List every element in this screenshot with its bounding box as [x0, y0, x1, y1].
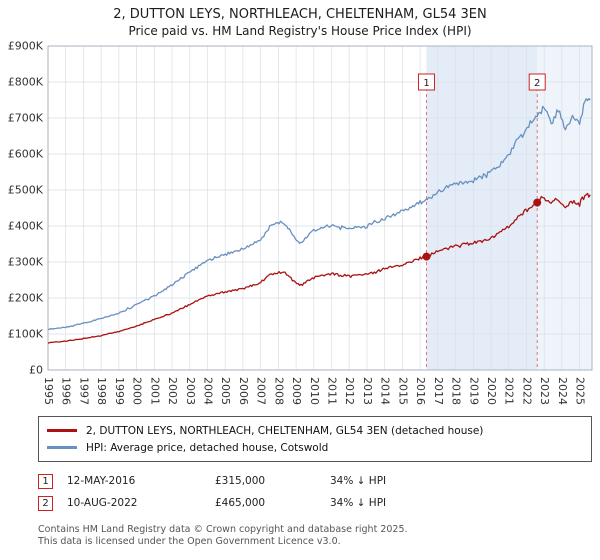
sale-marker-box-1: [418, 73, 435, 91]
y-axis-tick-label: £600K: [8, 148, 44, 161]
shaded-region-after-sale-2: [537, 46, 592, 370]
y-axis-tick-label: £300K: [8, 256, 44, 269]
x-axis-tick-label: 2007: [255, 377, 268, 405]
footer-copyright: Contains HM Land Registry data © Crown c…: [38, 524, 408, 535]
x-axis-tick-label: 2002: [166, 377, 179, 405]
transaction-marker-1: 1: [38, 473, 53, 489]
transaction-row-2: 2 10-AUG-2022 £465,000 34% ↓ HPI: [38, 492, 600, 514]
footer-licence: This data is licensed under the Open Gov…: [38, 536, 341, 548]
legend-item-price-paid: 2, DUTTON LEYS, NORTHLEACH, CHELTENHAM, …: [47, 422, 583, 439]
x-axis-tick-label: 2003: [184, 377, 197, 405]
x-axis-tick-label: 2021: [503, 377, 516, 405]
legend-swatch-hpi: [47, 446, 77, 449]
x-axis-tick-label: 2004: [202, 377, 215, 405]
x-axis-tick-label: 2017: [432, 377, 445, 405]
sale-marker-box-2: [528, 73, 546, 91]
transaction-row-1: 1 12-MAY-2016 £315,000 34% ↓ HPI: [38, 470, 600, 492]
y-axis-tick-label: £0: [29, 364, 43, 377]
shaded-region-between-sales: [426, 46, 538, 370]
x-axis-tick-label: 2022: [520, 377, 533, 405]
x-axis-tick-label: 2012: [343, 377, 356, 405]
x-axis-tick-label: 2024: [556, 377, 569, 405]
transaction-price-1: £315,000: [215, 475, 266, 487]
x-axis-tick-label: 2010: [308, 377, 321, 405]
x-axis-tick-label: 2000: [131, 377, 144, 405]
transaction-date-1: 12-MAY-2016: [67, 475, 136, 487]
x-axis-tick-label: 2008: [272, 377, 285, 405]
legend-item-hpi: HPI: Average price, detached house, Cots…: [47, 439, 583, 456]
transaction-hpi-delta-1: 34% ↓ HPI: [330, 475, 387, 487]
chart-header: 2, DUTTON LEYS, NORTHLEACH, CHELTENHAM, …: [0, 0, 600, 38]
hpi-line: [47, 97, 591, 331]
x-axis-tick-label: 2015: [396, 377, 409, 405]
x-axis-tick-label: 2013: [361, 377, 374, 405]
x-axis-tick-label: 2009: [290, 377, 303, 405]
x-axis-tick-label: 2014: [379, 377, 392, 405]
y-axis-tick-label: £200K: [8, 292, 44, 305]
x-axis-tick-label: 2020: [485, 377, 498, 405]
sale-marker-number-1: 1: [423, 78, 429, 89]
y-axis-tick-label: £900K: [8, 40, 44, 53]
transaction-price-2: £465,000: [215, 497, 266, 509]
transaction-marker-2: 2: [38, 495, 53, 511]
legend-label-price-paid: 2, DUTTON LEYS, NORTHLEACH, CHELTENHAM, …: [86, 424, 484, 437]
transactions-list: 1 12-MAY-2016 £315,000 34% ↓ HPI 2 10-AU…: [38, 470, 600, 514]
x-axis-tick-label: 1995: [42, 377, 55, 405]
sale-point-1: [422, 252, 431, 261]
sale-point-2: [533, 198, 542, 207]
y-axis-tick-label: £400K: [8, 220, 44, 233]
price-history-chart: £0 £100K £200K £300K £400K £500K £600K £700K £80…: [8, 40, 593, 405]
x-axis-tick-label: 2006: [237, 377, 250, 405]
page-subtitle: Price paid vs. HM Land Registry's House …: [128, 24, 472, 38]
x-axis-tick-label: 2005: [219, 377, 232, 405]
transaction-date-2: 10-AUG-2022: [67, 497, 138, 509]
price-paid-line: [47, 192, 591, 344]
y-axis-tick-label: £700K: [8, 112, 44, 125]
x-axis-tick-label: 2001: [148, 377, 161, 405]
x-axis-tick-label: 2025: [574, 377, 587, 405]
legend-swatch-price-paid: [47, 429, 77, 432]
x-axis-tick-label: 1996: [60, 377, 73, 405]
license-footer: Contains HM Land Registry data © Crown c…: [38, 524, 600, 549]
x-axis-tick-label: 2019: [467, 377, 480, 405]
x-axis-tick-label: 2023: [538, 377, 551, 405]
y-axis-tick-label: £500K: [8, 184, 44, 197]
transaction-hpi-delta-2: 34% ↓ HPI: [330, 497, 387, 509]
x-axis-tick-label: 1998: [95, 377, 108, 405]
plot-border: [47, 45, 593, 371]
y-axis-tick-label: £100K: [8, 328, 44, 341]
page-title: 2, DUTTON LEYS, NORTHLEACH, CHELTENHAM, …: [113, 7, 487, 22]
x-axis-tick-label: 1997: [77, 377, 90, 405]
x-axis-tick-label: 2011: [326, 377, 339, 405]
sale-marker-number-2: 2: [534, 78, 540, 89]
x-axis-tick-label: 2018: [450, 377, 463, 405]
legend-label-hpi: HPI: Average price, detached house, Cots…: [86, 441, 329, 454]
y-axis-tick-label: £800K: [8, 76, 44, 89]
x-axis-tick-label: 2016: [414, 377, 427, 405]
x-axis-tick-label: 1999: [113, 377, 126, 405]
legend: 2, DUTTON LEYS, NORTHLEACH, CHELTENHAM, …: [38, 416, 592, 462]
